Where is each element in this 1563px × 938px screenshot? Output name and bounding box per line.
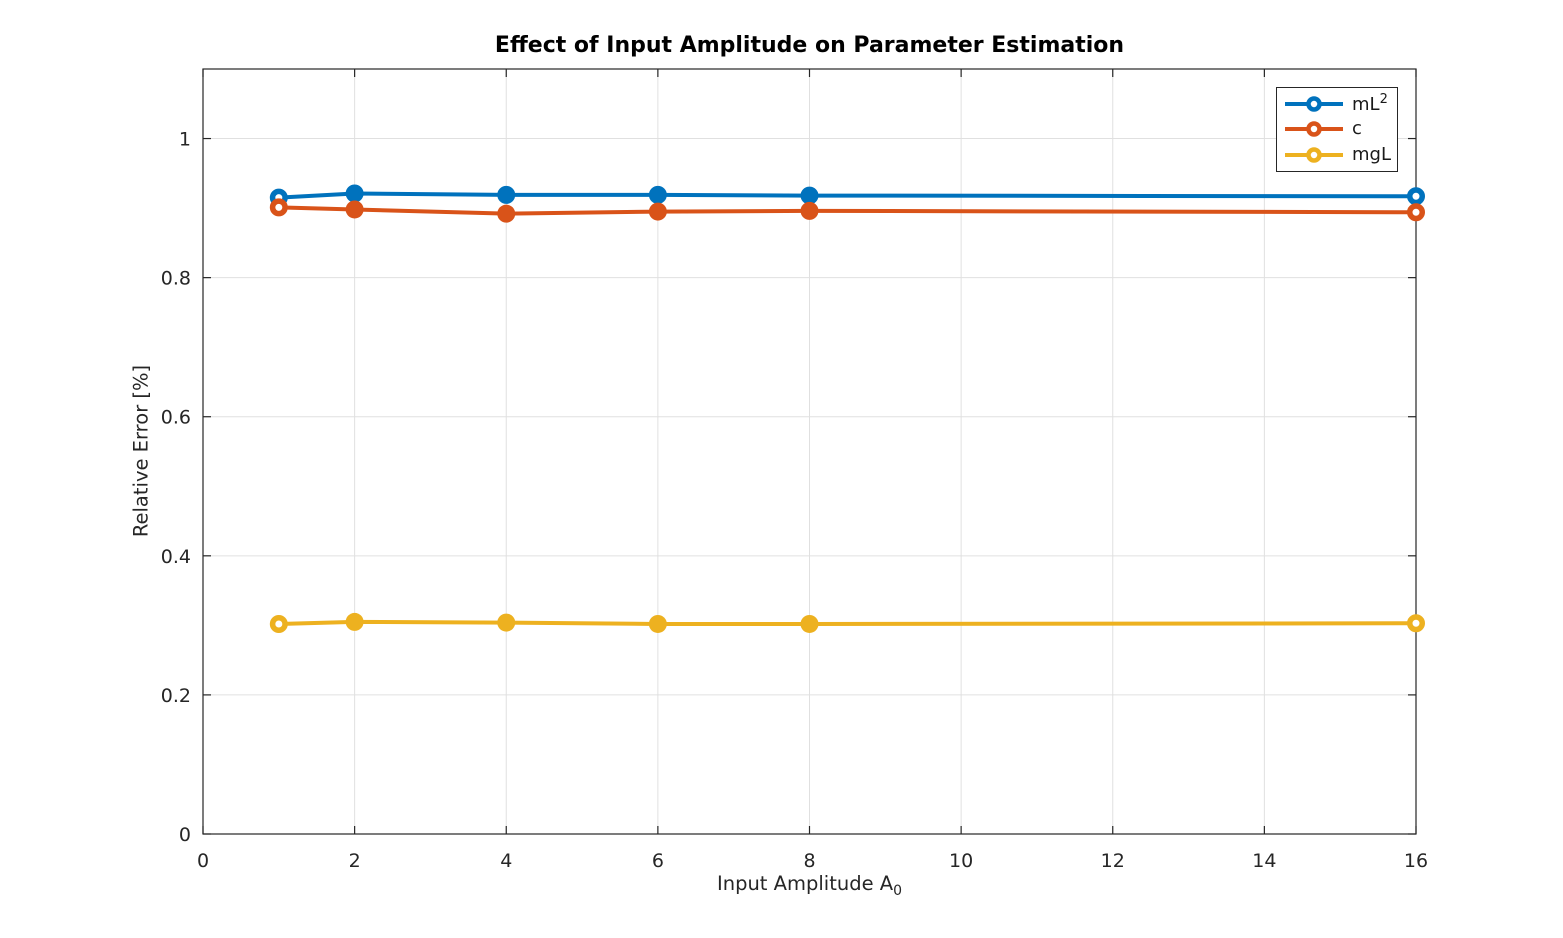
x-tick-label: 0 (197, 850, 209, 872)
y-axis-label: Relative Error [%] (129, 364, 153, 538)
y-tick-label: 0.4 (161, 546, 191, 568)
y-tick-label: 0.6 (161, 407, 191, 429)
legend-label-mgl: mgL (1352, 143, 1391, 165)
y-tick-label: 0 (179, 824, 191, 846)
marker-mgl (1407, 614, 1425, 633)
x-tick-label: 16 (1404, 850, 1428, 872)
x-tick-label: 2 (349, 850, 361, 872)
x-axis-label: Input Amplitude A0 (203, 872, 1416, 899)
legend-line-sample-mgl (1285, 147, 1343, 163)
x-tick-label: 8 (803, 850, 815, 872)
marker-mgl (497, 613, 516, 632)
legend-line-sample-c (1285, 121, 1343, 137)
legend-line-sample-ml2 (1285, 96, 1343, 112)
marker-ml2 (497, 185, 516, 204)
marker-ml2 (648, 185, 667, 204)
marker-c (1407, 203, 1425, 222)
marker-ml2 (800, 186, 819, 205)
marker-c (345, 200, 364, 219)
y-tick-label: 1 (179, 129, 191, 151)
marker-ml2 (345, 184, 364, 203)
x-tick-label: 12 (1101, 850, 1125, 872)
chart-title: Effect of Input Amplitude on Parameter E… (494, 33, 1125, 58)
marker-ml2 (1407, 187, 1425, 206)
marker-c (497, 204, 516, 223)
x-tick-label: 4 (500, 850, 512, 872)
x-axis-label-text: Input Amplitude A (716, 872, 894, 895)
marker-mgl (269, 614, 288, 633)
legend-label-ml2: mL2 (1352, 92, 1388, 116)
y-tick-label: 0.8 (161, 268, 191, 290)
legend: mL2 c mgL (1276, 87, 1398, 172)
marker-mgl (648, 614, 667, 633)
legend-item-mgl: mgL (1277, 142, 1397, 168)
marker-c (800, 201, 819, 220)
legend-item-c: c (1277, 117, 1397, 143)
legend-label-c: c (1352, 118, 1362, 140)
marker-mgl (800, 614, 819, 633)
x-tick-label: 10 (949, 850, 973, 872)
x-tick-label: 14 (1252, 850, 1276, 872)
legend-item-ml2: mL2 (1277, 91, 1397, 117)
marker-c (648, 202, 667, 221)
marker-mgl (345, 612, 364, 631)
series-line-c (278, 205, 1417, 216)
y-tick-label: 0.2 (161, 685, 191, 707)
x-tick-label: 6 (652, 850, 664, 872)
series-line-mgl (278, 619, 1417, 626)
x-axis-label-subscript: 0 (893, 882, 903, 899)
series-line-ml2 (278, 191, 1417, 200)
marker-c (269, 198, 288, 217)
